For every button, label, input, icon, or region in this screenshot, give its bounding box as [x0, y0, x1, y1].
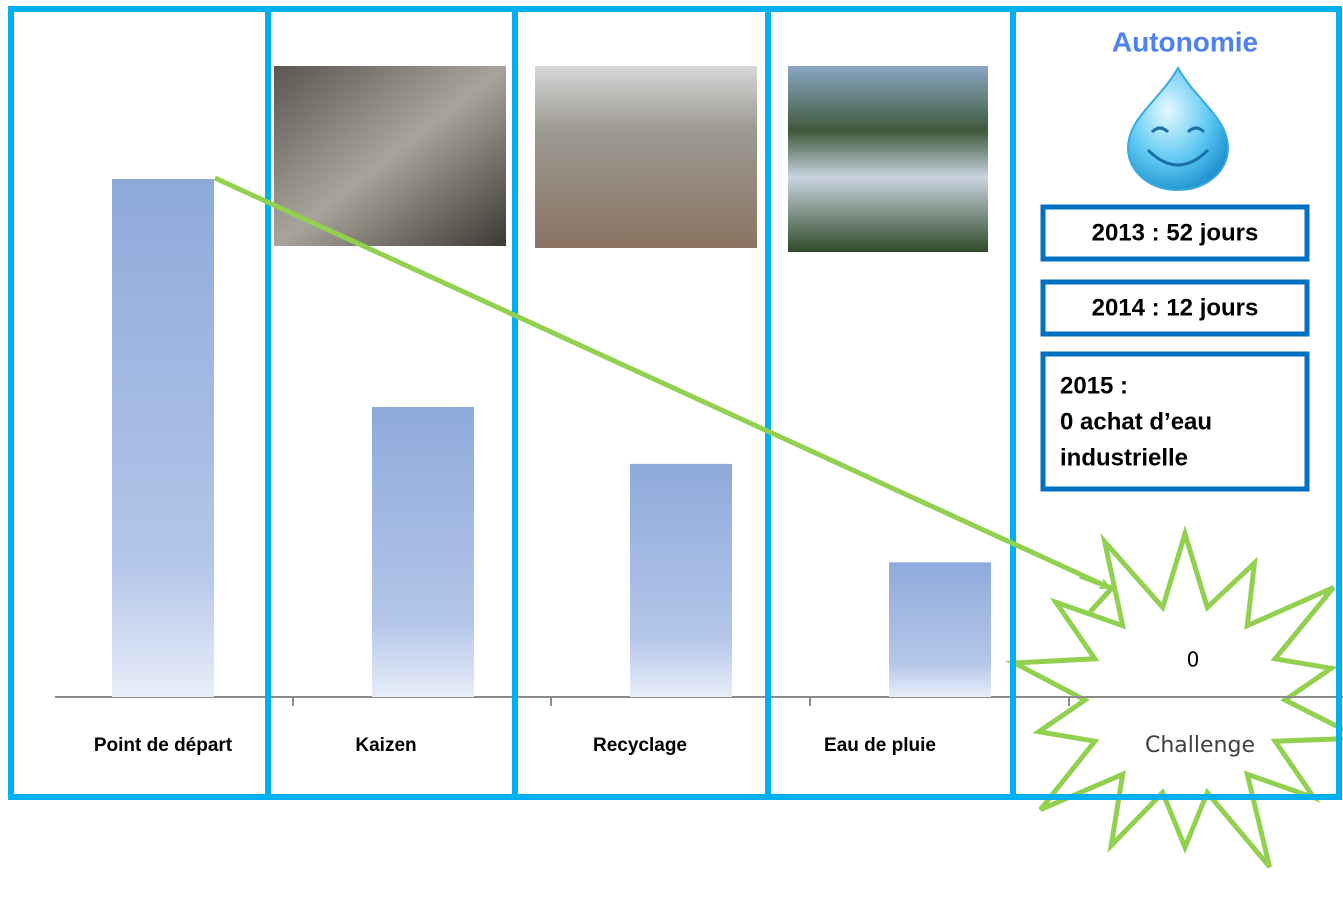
photo-kaizen — [274, 66, 506, 246]
frames — [8, 6, 1342, 800]
panel-title: Autonomie — [1112, 26, 1258, 57]
bar — [630, 463, 732, 697]
category-label: Eau de pluie — [824, 735, 936, 756]
box — [1040, 204, 1310, 262]
starburst — [1005, 525, 1343, 869]
photo-eau-de-pluie — [788, 66, 988, 252]
box — [1040, 351, 1310, 492]
category-label: Point de départ — [94, 735, 233, 756]
bar — [889, 562, 991, 697]
trend-arrow — [213, 175, 1108, 590]
photos — [274, 66, 988, 252]
bar — [372, 406, 474, 697]
boxes — [1040, 204, 1310, 492]
box-text: 2015 : — [1060, 372, 1128, 399]
drop-icon — [1126, 65, 1230, 192]
box-text: 2013 : 52 jours — [1092, 219, 1259, 246]
photo-recyclage — [535, 66, 757, 248]
outer-frame — [8, 6, 1342, 800]
value-label: 0 — [1187, 648, 1200, 672]
box-text: 0 achat d’eau — [1060, 408, 1212, 435]
bar — [112, 179, 214, 697]
category-label: Challenge — [1145, 733, 1255, 758]
box-text: industrielle — [1060, 444, 1188, 471]
category-label: Kaizen — [355, 735, 416, 756]
box-text: 2014 : 12 jours — [1092, 294, 1259, 321]
category-label: Recyclage — [593, 735, 687, 756]
box — [1040, 279, 1310, 337]
arrow-head — [1079, 573, 1117, 614]
